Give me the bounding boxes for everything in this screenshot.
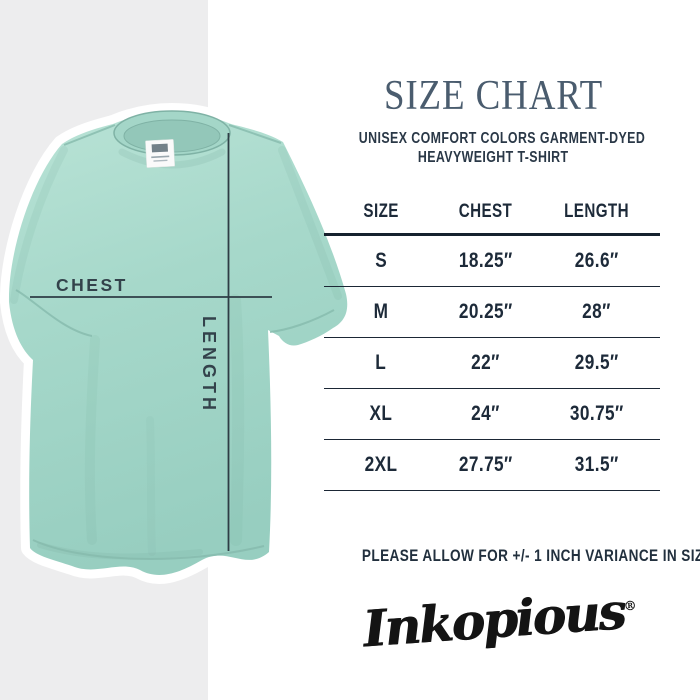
fabric-shading — [10, 146, 342, 560]
table-row-2xl: 2XL 27.75″ 31.5″ — [324, 440, 660, 491]
chest-label: CHEST — [56, 275, 128, 295]
col-header-chest: CHEST — [458, 200, 513, 222]
chest-value: 24″ — [471, 402, 500, 425]
length-value: 28″ — [582, 300, 611, 323]
chest-value: 18.25″ — [458, 249, 513, 272]
size-value: S — [375, 249, 387, 272]
registered-trademark: ® — [623, 598, 638, 615]
chest-value: 20.25″ — [458, 300, 513, 323]
table-row-l: L 22″ 29.5″ — [324, 338, 660, 389]
length-value: 31.5″ — [574, 453, 619, 476]
chest-value: 22″ — [471, 351, 500, 374]
variance-note: PLEASE ALLOW FOR +/- 1 INCH VARIANCE IN … — [361, 546, 700, 565]
length-value: 26.6″ — [574, 249, 619, 272]
table-row-m: M 20.25″ 28″ — [324, 287, 660, 338]
size-chart-title: SIZE CHART — [323, 74, 663, 118]
chest-value: 27.75″ — [458, 453, 513, 476]
table-row-s: S 18.25″ 26.6″ — [324, 236, 660, 287]
brand-logo: Inkopious® — [328, 578, 671, 661]
size-value: XL — [369, 402, 393, 425]
collar-tag — [145, 139, 175, 168]
tshirt-silhouette — [8, 112, 348, 575]
size-value: M — [373, 300, 389, 323]
size-value: 2XL — [364, 453, 398, 476]
subtitle-line-2: HEAVYWEIGHT T-SHIRT — [417, 149, 569, 166]
subtitle-line-1: UNISEX COMFORT COLORS GARMENT-DYED — [358, 130, 646, 147]
product-subtitle: UNISEX COMFORT COLORS GARMENT-DYED HEAVY… — [323, 129, 663, 167]
tshirt-photo: CHEST LENGTH — [8, 110, 348, 575]
size-table: SIZE CHEST LENGTH S 18.25″ 26.6″ M 20.25… — [324, 190, 660, 491]
seams — [15, 124, 335, 560]
size-value: L — [375, 351, 387, 374]
length-value: 30.75″ — [569, 402, 624, 425]
table-header-row: SIZE CHEST LENGTH — [324, 190, 660, 236]
brand-logo-text: Inkopious — [360, 581, 627, 659]
col-header-size: SIZE — [363, 200, 399, 222]
col-header-length: LENGTH — [564, 200, 629, 222]
length-value: 29.5″ — [574, 351, 619, 374]
table-row-xl: XL 24″ 30.75″ — [324, 389, 660, 440]
size-chart-title-text: SIZE CHART — [383, 73, 603, 119]
length-label: LENGTH — [199, 316, 219, 414]
